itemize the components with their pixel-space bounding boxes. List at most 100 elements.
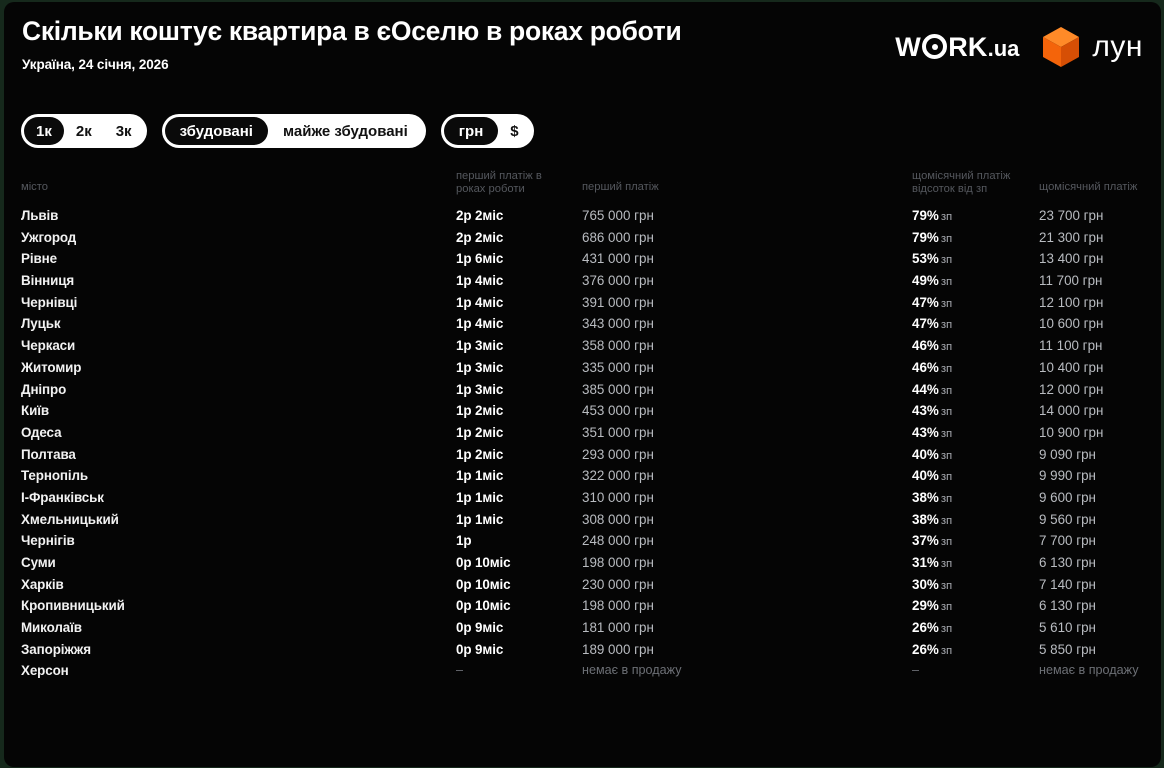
table-row: Дніпро 1р 3міс 385 000 грн 44% зп 12 000 грн [4, 382, 1161, 404]
cell-monthly_payment: 9 560 грн [1039, 511, 1096, 527]
cell-percent-unit: зп [940, 232, 953, 245]
cell-monthly-percent: 26% зп [912, 620, 953, 636]
cell-years: 2р 2міс [456, 229, 504, 245]
cell-city: Полтава [21, 446, 76, 462]
cell-monthly-percent: 79% зп [912, 229, 953, 245]
cell-city: Львів [21, 208, 59, 223]
cell-city: Херсон [21, 663, 69, 679]
column-header-years-of-work: перший платіж в роках роботи [456, 170, 542, 195]
filter-rooms: 1к 2к 3к [21, 114, 147, 148]
cell-years: 1р 2міс [456, 424, 504, 440]
cell-percent-unit: зп [940, 384, 953, 397]
cell-percent-unit: зп [940, 406, 953, 419]
cell-percent-unit: зп [940, 449, 953, 462]
cell-first_payment: 453 000 грн [582, 403, 654, 419]
filter-rooms-option-3k[interactable]: 3к [115, 122, 132, 140]
cell-city: Черкаси [21, 338, 76, 354]
filter-build-status-option-built[interactable]: збудовані [164, 117, 268, 145]
cell-years: 1р [456, 533, 472, 549]
cell-monthly_payment: 13 400 грн [1039, 251, 1104, 267]
cell-years: 1р 4міс [456, 294, 504, 310]
cell-percent-unit: зп [940, 558, 953, 570]
cell-years: 0р 10міс [456, 576, 511, 592]
cell-city: Запоріжжя [21, 641, 91, 657]
table-body: Львів 2р 2міс 765 000 грн 79% зп 23 700 грн Уж… [4, 208, 1161, 685]
cell-monthly_payment: 5 850 грн [1039, 641, 1096, 657]
cell-monthly-percent: 30% зп [912, 576, 953, 592]
cell-first_payment: 376 000 грн [582, 273, 654, 289]
cell-city: Київ [21, 403, 50, 419]
cell-years: 1р 3міс [456, 359, 504, 375]
data-table: місто перший платіж в роках роботи перши… [4, 170, 1161, 685]
cell-percent-unit: зп [940, 536, 953, 549]
cell-monthly_payment: 9 990 грн [1039, 468, 1096, 484]
table-row: Одеса 1р 2міс 351 000 грн 43% зп 10 900 грн [4, 425, 1161, 447]
cell-monthly-percent: 49% зп [912, 273, 953, 289]
cell-monthly_payment: 10 600 грн [1039, 316, 1104, 332]
cell-years: 1р 1міс [456, 489, 504, 505]
table-header-row: місто перший платіж в роках роботи перши… [4, 170, 1161, 208]
cell-percent-unit: зп [940, 601, 953, 614]
infographic-card: Скільки коштує квартира в єОселю в роках… [4, 2, 1161, 767]
cell-monthly-percent: 38% зп [912, 489, 953, 505]
cell-monthly-percent: 79% зп [912, 208, 953, 223]
workua-letter-w: W [895, 32, 922, 62]
cell-first_payment: 765 000 грн [582, 208, 654, 223]
cell-first_payment: 310 000 грн [582, 489, 654, 505]
cell-city: Чернівці [21, 294, 78, 310]
cell-percent-unit: зп [940, 297, 953, 310]
cell-first_payment: 198 000 грн [582, 598, 654, 614]
cell-percent-unit: зп [940, 644, 953, 657]
cell-city: Ужгород [21, 229, 77, 245]
logo-group: W RK .ua лун [895, 26, 1143, 68]
column-header-monthly-payment: щомісячний платіж [1039, 181, 1138, 193]
cell-percent-unit: зп [940, 514, 953, 527]
cell-years: 1р 3міс [456, 381, 504, 397]
table-row: Луцьк 1р 4міс 343 000 грн 47% зп 10 600 грн [4, 316, 1161, 338]
filter-rooms-option-2k[interactable]: 2к [75, 122, 92, 140]
filter-build-status-option-almost-built[interactable]: майже збудовані [282, 122, 408, 140]
cell-city: Чернігів [21, 533, 75, 549]
table-row: І-Франківськ 1р 1міс 310 000 грн 38% зп 9 600… [4, 490, 1161, 512]
cell-first_payment: 308 000 грн [582, 511, 654, 527]
cell-monthly-percent: 47% зп [912, 294, 953, 310]
cell-percent-unit: зп [940, 623, 953, 636]
cell-monthly_payment: 21 300 грн [1039, 229, 1104, 245]
filter-rooms-option-1k[interactable]: 1к [24, 117, 64, 145]
cell-first_payment: 181 000 грн [582, 620, 654, 636]
cell-monthly_payment: 11 700 грн [1039, 273, 1103, 289]
filter-bar: 1к 2к 3к збудовані майже збудовані грн $ [21, 114, 534, 148]
filter-currency-option-usd[interactable]: $ [510, 122, 519, 140]
cell-monthly_payment: 23 700 грн [1039, 208, 1104, 223]
page-subtitle: Україна, 24 січня, 2026 [22, 57, 169, 72]
table-row: Рівне 1р 6міс 431 000 грн 53% зп 13 400 грн [4, 251, 1161, 273]
cell-monthly_payment: 14 000 грн [1039, 403, 1104, 419]
cell-first_payment: 248 000 грн [582, 533, 654, 549]
table-row: Чернігів 1р 248 000 грн 37% зп 7 700 грн [4, 533, 1161, 555]
cell-city: Суми [21, 555, 56, 570]
cell-monthly-percent: 44% зп [912, 381, 953, 397]
cell-monthly_payment: 10 900 грн [1039, 424, 1104, 440]
cell-percent-unit: зп [940, 319, 953, 332]
table-row: Харків 0р 10міс 230 000 грн 30% зп 7 140 грн [4, 577, 1161, 599]
cell-monthly-percent: 26% зп [912, 641, 953, 657]
cell-monthly_payment: 11 100 грн [1039, 338, 1103, 354]
cell-years: 1р 2міс [456, 446, 504, 462]
cell-city: Харків [21, 576, 64, 592]
cell-city: Дніпро [21, 381, 67, 397]
filter-currency-option-uah[interactable]: грн [443, 117, 499, 145]
table-row: Житомир 1р 3міс 335 000 грн 46% зп 10 400 грн [4, 360, 1161, 382]
column-header-city: місто [21, 181, 48, 193]
cell-years: 0р 10міс [456, 598, 511, 614]
cell-monthly_payment: 9 600 грн [1039, 489, 1096, 505]
cell-monthly_payment: 5 610 грн [1039, 620, 1096, 636]
column-header-first-payment: перший платіж [582, 181, 659, 193]
cell-monthly_payment: 6 130 грн [1039, 555, 1096, 570]
table-row: Ужгород 2р 2міс 686 000 грн 79% зп 21 300 грн [4, 230, 1161, 252]
cell-monthly-percent: 40% зп [912, 468, 953, 484]
cell-monthly-percent: 46% зп [912, 338, 953, 354]
table-row: Запоріжжя 0р 9міс 189 000 грн 26% зп 5 850 гр… [4, 642, 1161, 664]
cell-first_payment: 351 000 грн [582, 424, 654, 440]
lun-cube-icon [1043, 27, 1080, 67]
table-row: Херсон – немає в продажу – немає в продажу [4, 663, 1161, 685]
